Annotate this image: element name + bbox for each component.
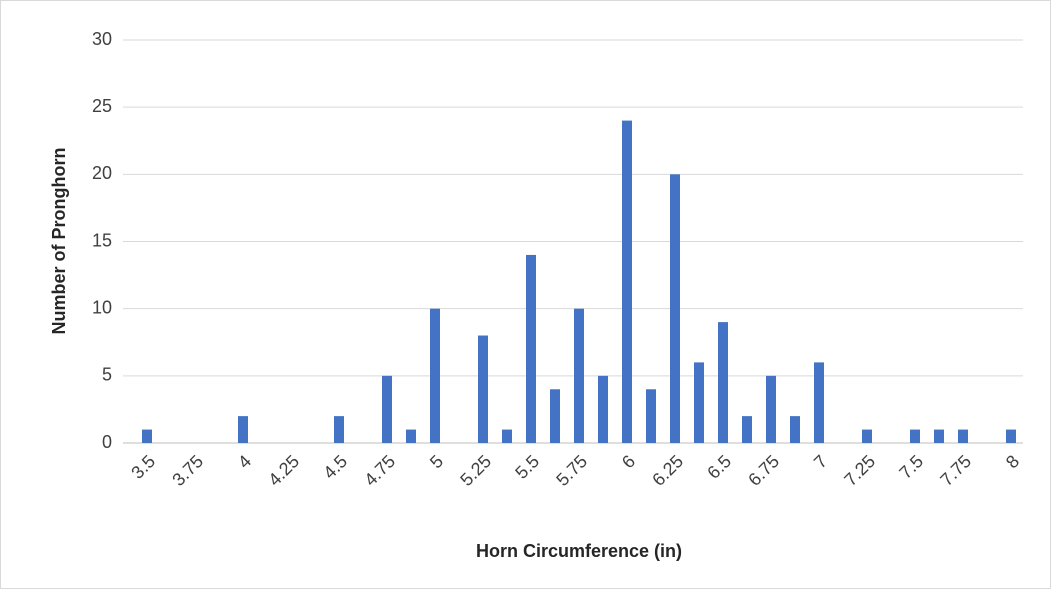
- bar: [550, 389, 560, 443]
- bar: [142, 429, 152, 443]
- bar: [862, 429, 872, 443]
- y-tick-label: 15: [92, 230, 112, 250]
- bar: [1006, 429, 1016, 443]
- y-tick-label: 0: [102, 432, 112, 452]
- bar: [814, 362, 824, 443]
- bar: [910, 429, 920, 443]
- y-tick-label: 5: [102, 365, 112, 385]
- bar: [382, 375, 392, 443]
- y-tick-label: 25: [92, 96, 112, 116]
- bar: [718, 322, 728, 443]
- y-tick-label: 30: [92, 29, 112, 49]
- bar: [790, 416, 800, 443]
- y-tick-label: 20: [92, 163, 112, 183]
- bar: [574, 308, 584, 443]
- bar: [238, 416, 248, 443]
- x-axis-title: Horn Circumference (in): [476, 541, 682, 561]
- bar: [670, 174, 680, 444]
- bar: [598, 375, 608, 443]
- bar: [766, 375, 776, 443]
- bar: [646, 389, 656, 443]
- bar: [502, 429, 512, 443]
- bar: [934, 429, 944, 443]
- bar: [526, 254, 536, 443]
- bar: [958, 429, 968, 443]
- y-tick-label: 10: [92, 297, 112, 317]
- bar: [334, 416, 344, 443]
- y-axis-title: Number of Pronghorn: [49, 148, 69, 335]
- bar: [406, 429, 416, 443]
- bar: [622, 120, 632, 443]
- bar: [478, 335, 488, 443]
- bar: [430, 308, 440, 443]
- bar: [694, 362, 704, 443]
- bar: [742, 416, 752, 443]
